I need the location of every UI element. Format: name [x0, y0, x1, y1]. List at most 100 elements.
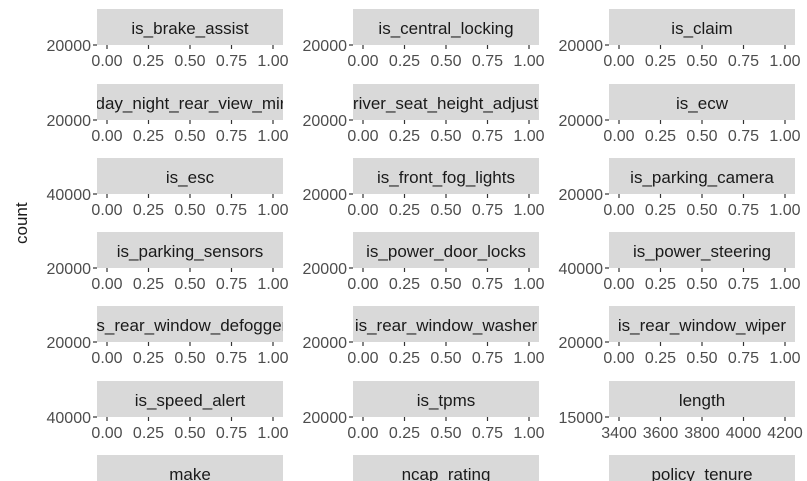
- facet-strip: [97, 232, 283, 268]
- x-tick-label: 1.00: [769, 202, 800, 219]
- x-tick-label: 0.00: [91, 202, 122, 219]
- x-tick-label: 0.00: [91, 276, 122, 293]
- x-tick-label: 0.25: [389, 350, 420, 367]
- y-tick-label: 20000: [559, 38, 604, 55]
- x-tick-label: 0.50: [430, 53, 461, 70]
- x-tick-label: 0.00: [347, 53, 378, 70]
- y-tick-label: 20000: [303, 38, 348, 55]
- x-tick-label: 0.75: [728, 202, 759, 219]
- x-tick-label: 0.25: [133, 276, 164, 293]
- x-tick-label: 4200: [767, 425, 803, 442]
- facet-strip-label: is_power_door_locks: [366, 242, 526, 261]
- x-tick-label: 0.00: [347, 350, 378, 367]
- x-tick-label: 0.00: [603, 350, 634, 367]
- x-tick-label: 0.75: [472, 53, 503, 70]
- y-tick-label: 20000: [47, 113, 92, 130]
- facet-strip-label: is_speed_alert: [135, 391, 246, 410]
- x-tick-label: 0.50: [174, 276, 205, 293]
- x-tick-label: 0.50: [686, 276, 717, 293]
- x-tick-label: 0.75: [472, 128, 503, 145]
- x-tick-label: 3600: [643, 425, 679, 442]
- x-tick-label: 0.00: [347, 425, 378, 442]
- x-tick-label: 4000: [726, 425, 762, 442]
- facet-strip-label: is_parking_sensors: [117, 242, 263, 261]
- x-tick-label: 0.50: [686, 128, 717, 145]
- x-tick-label: 0.50: [430, 128, 461, 145]
- x-tick-label: 1.00: [257, 425, 288, 442]
- facet-strip: [353, 232, 539, 268]
- x-tick-label: 0.50: [686, 53, 717, 70]
- facet-strip: [97, 306, 283, 342]
- x-tick-label: 0.25: [645, 53, 676, 70]
- x-tick-label: 0.25: [645, 128, 676, 145]
- x-tick-label: 0.00: [347, 202, 378, 219]
- x-tick-label: 0.00: [91, 53, 122, 70]
- y-tick-label: 40000: [559, 261, 604, 278]
- facet-strip-label: is_driver_seat_height_adjustable: [322, 94, 571, 113]
- facet-strip-label: is_central_locking: [378, 19, 513, 38]
- facet-strip: [97, 381, 283, 417]
- x-tick-label: 0.50: [430, 425, 461, 442]
- x-tick-label: 0.25: [645, 276, 676, 293]
- x-tick-label: 0.50: [174, 350, 205, 367]
- facet-strip-label: is_front_fog_lights: [377, 168, 515, 187]
- facet-strip: [609, 381, 795, 417]
- facet-strip: [609, 306, 795, 342]
- facet-strip: [353, 84, 539, 120]
- x-tick-label: 0.00: [91, 425, 122, 442]
- x-tick-label: 3400: [601, 425, 637, 442]
- facet-strip-label: is_claim: [671, 19, 732, 38]
- x-tick-label: 0.25: [389, 425, 420, 442]
- facet-strip-label: is_brake_assist: [131, 19, 248, 38]
- x-tick-label: 0.75: [216, 276, 247, 293]
- y-tick-label: 20000: [303, 335, 348, 352]
- facet-panel: ncap_rating: [353, 455, 539, 481]
- facet-strip-label: is_day_night_rear_view_mirror: [74, 94, 307, 113]
- facet-strip-label: ncap_rating: [402, 465, 491, 481]
- x-tick-label: 0.75: [728, 128, 759, 145]
- x-tick-label: 0.25: [389, 53, 420, 70]
- x-tick-label: 0.25: [133, 53, 164, 70]
- y-tick-label: 20000: [47, 38, 92, 55]
- x-tick-label: 0.50: [174, 202, 205, 219]
- y-tick-label: 40000: [47, 187, 92, 204]
- y-tick-label: 20000: [559, 113, 604, 130]
- x-tick-label: 1.00: [513, 128, 544, 145]
- x-tick-label: 0.75: [472, 425, 503, 442]
- x-tick-label: 1.00: [513, 350, 544, 367]
- y-tick-label: 20000: [303, 410, 348, 427]
- facet-strip: [609, 84, 795, 120]
- x-tick-label: 0.00: [603, 128, 634, 145]
- facet-strip: [97, 455, 283, 481]
- x-tick-label: 1.00: [769, 128, 800, 145]
- facet-strip: [609, 9, 795, 45]
- x-tick-label: 0.50: [430, 276, 461, 293]
- x-tick-label: 0.75: [216, 128, 247, 145]
- x-tick-label: 1.00: [257, 350, 288, 367]
- x-tick-label: 0.50: [430, 350, 461, 367]
- facet-strip-label: policy_tenure: [651, 465, 752, 481]
- x-tick-label: 1.00: [257, 53, 288, 70]
- x-tick-label: 0.75: [472, 202, 503, 219]
- x-tick-label: 0.75: [216, 425, 247, 442]
- x-tick-label: 0.00: [91, 128, 122, 145]
- x-tick-label: 0.50: [686, 202, 717, 219]
- facet-strip-label: is_rear_window_wiper: [618, 316, 787, 335]
- x-tick-label: 0.75: [472, 276, 503, 293]
- facet-strip-label: is_tpms: [417, 391, 476, 410]
- x-tick-label: 0.25: [133, 350, 164, 367]
- y-tick-label: 20000: [559, 335, 604, 352]
- x-tick-label: 3800: [684, 425, 720, 442]
- y-tick-label: 20000: [47, 261, 92, 278]
